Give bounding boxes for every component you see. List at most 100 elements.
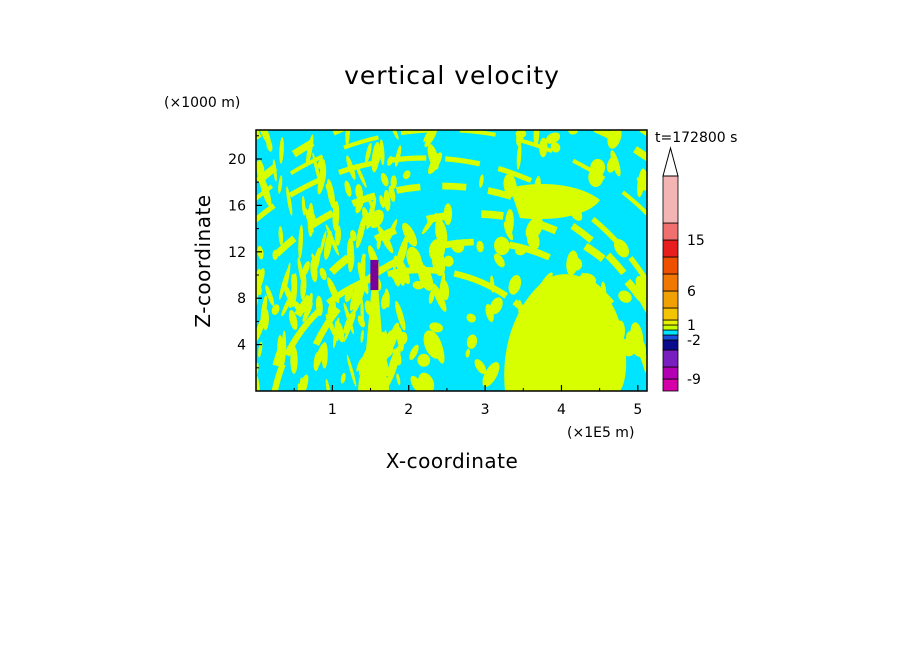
positive-streak	[319, 267, 327, 281]
strong-downdraft	[370, 259, 379, 291]
positive-streak	[260, 295, 268, 326]
positive-streak	[271, 304, 280, 315]
positive-patch	[489, 297, 503, 315]
colorbar-swatch	[662, 334, 679, 341]
positive-streak	[286, 186, 293, 216]
positive-streak	[323, 230, 333, 260]
colorbar-swatch	[662, 366, 679, 380]
positive-patch	[418, 264, 434, 291]
positive-region	[510, 184, 600, 220]
positive-region	[504, 274, 627, 391]
positive-streak	[366, 196, 377, 230]
positive-patch	[618, 290, 632, 303]
positive-streak	[345, 130, 351, 147]
positive-patch	[440, 279, 450, 301]
colorbar-swatch	[662, 256, 679, 275]
positive-streak	[310, 258, 318, 283]
colorbar: -9 -21 6 15	[662, 146, 705, 392]
positive-streak	[283, 284, 294, 305]
positive-patch	[493, 253, 505, 268]
positive-streak	[278, 226, 284, 246]
positive-patch	[474, 359, 487, 375]
positive-streak	[335, 225, 342, 246]
positive-patch	[588, 168, 604, 187]
positive-patch	[412, 280, 425, 290]
positive-patch	[443, 203, 453, 226]
positive-streak	[346, 354, 357, 387]
positive-streak	[279, 136, 284, 164]
positive-patch	[533, 130, 540, 148]
positive-streak	[343, 312, 356, 342]
positive-streak	[258, 341, 263, 358]
positive-velocity-streaks	[256, 130, 647, 391]
positive-streak	[317, 169, 326, 195]
positive-patch	[630, 322, 644, 353]
colorbar-swatch	[662, 239, 679, 258]
positive-patch	[410, 375, 424, 391]
positive-patch	[613, 239, 630, 258]
colorbar-swatch	[662, 175, 679, 224]
positive-patch	[403, 170, 411, 180]
positive-patch	[432, 283, 447, 312]
positive-patch	[610, 150, 621, 177]
positive-patch	[515, 247, 526, 256]
positive-streak	[348, 250, 355, 273]
positive-streak	[383, 362, 398, 391]
y-tick-label: 4	[237, 338, 246, 354]
colorbar-swatch	[662, 324, 679, 331]
positive-patch	[406, 246, 422, 272]
positive-streak	[344, 180, 352, 197]
positive-streak	[396, 373, 401, 386]
positive-streak	[311, 253, 317, 265]
positive-patch	[394, 145, 402, 167]
positive-patch	[525, 216, 544, 240]
colorbar-label: -9	[687, 372, 701, 388]
positive-streak	[383, 190, 391, 212]
positive-patch	[539, 137, 548, 158]
positive-patch	[479, 174, 484, 188]
y-tick-label: 20	[228, 152, 246, 168]
positive-streak	[395, 300, 406, 331]
positive-patch	[398, 331, 408, 345]
positive-patch	[409, 344, 419, 361]
positive-patch	[431, 247, 446, 277]
colorbar-swatch	[662, 339, 679, 351]
positive-streak	[379, 139, 385, 166]
positive-patch	[482, 361, 500, 387]
positive-streak	[352, 282, 366, 314]
colorbar-top-arrow	[662, 146, 679, 177]
x-unit-label: (×1E5 m)	[567, 425, 634, 441]
colorbar-swatch	[662, 273, 679, 292]
positive-patch	[566, 256, 583, 271]
positive-patch	[424, 330, 439, 348]
positive-patch	[505, 209, 514, 237]
positive-streak	[288, 309, 298, 330]
colorbar-label: -2	[687, 333, 701, 349]
x-axis: 1 2 3 4 5	[293, 385, 642, 418]
y-tick-label: 16	[228, 198, 246, 214]
positive-patch	[368, 209, 384, 229]
x-tick-label: 1	[328, 402, 337, 418]
positive-streak	[257, 245, 264, 260]
plot-frame	[255, 129, 648, 392]
positive-patch	[466, 313, 476, 323]
x-tick-label: 5	[633, 402, 642, 418]
positive-patch	[465, 348, 471, 358]
positive-streak	[380, 172, 389, 187]
colorbar-label: 6	[687, 284, 696, 300]
positive-streak	[365, 142, 372, 163]
positive-patch	[402, 222, 418, 247]
positive-streak	[301, 261, 310, 277]
positive-patch	[377, 225, 394, 254]
positive-patch	[429, 322, 444, 333]
colorbar-swatch	[662, 290, 679, 309]
positive-streak	[390, 175, 397, 189]
positive-patch	[515, 130, 527, 138]
colorbar-swatch	[662, 349, 679, 368]
positive-streak	[355, 163, 367, 188]
positive-streak	[301, 195, 306, 216]
positive-arc	[256, 155, 647, 287]
positive-patch	[384, 219, 398, 247]
positive-streak	[350, 229, 357, 242]
positive-patch	[428, 152, 443, 175]
